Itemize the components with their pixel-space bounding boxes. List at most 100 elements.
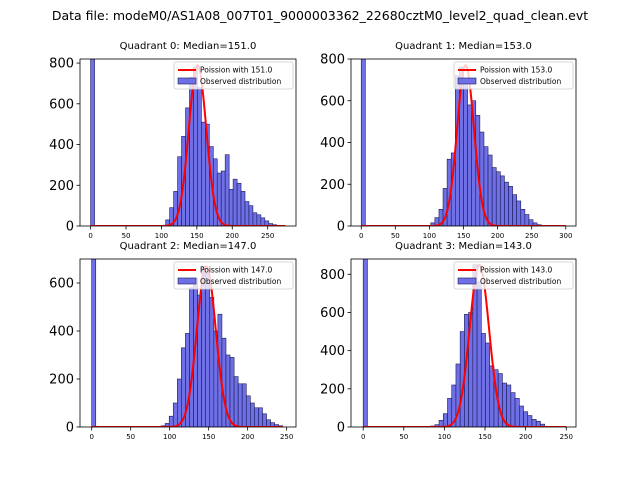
poisson-curve (91, 264, 283, 427)
histogram-bar (506, 384, 512, 427)
x-tick-label: 150 (190, 232, 203, 240)
x-tick-label: 0 (359, 232, 363, 240)
legend-label-observed: Observed distribution (480, 77, 561, 86)
y-tick-label: 200 (49, 373, 74, 388)
y-tick-label: 200 (49, 179, 74, 194)
y-tick-label: 400 (320, 344, 345, 359)
y-tick-label: 0 (337, 421, 345, 436)
histogram-bar (201, 265, 207, 427)
histogram-bar (254, 407, 259, 427)
x-tick-label: 150 (202, 433, 215, 441)
histogram-bar (514, 398, 520, 427)
y-tick-label: 600 (49, 97, 74, 112)
x-tick-label: 0 (361, 433, 365, 441)
histogram-bar (519, 405, 524, 427)
legend: Poission with 147.0 Observed distribution (173, 261, 294, 290)
axes-frame (79, 58, 297, 227)
histogram-bar (205, 273, 211, 427)
panel-quadrant-3: Quadrant 3: Median=143.0 0 200 400 600 800 0 50… (320, 241, 577, 441)
y-tick-label: 600 (49, 277, 74, 292)
histogram-bar (262, 413, 267, 427)
legend-label-poisson: Poission with 143.0 (480, 266, 553, 275)
x-tick-label: 200 (519, 433, 532, 441)
histogram-bar (260, 217, 266, 226)
histogram-bar (177, 378, 182, 427)
histogram-bar (512, 194, 517, 226)
x-tick-label: 250 (261, 232, 274, 240)
histogram-bar (266, 419, 271, 427)
legend-box (453, 261, 574, 290)
histogram-bar (240, 191, 246, 226)
poisson-curve (90, 63, 286, 226)
histogram-bar (491, 167, 497, 226)
histogram-bar (531, 419, 537, 427)
legend-label-poisson: Poission with 151.0 (200, 66, 273, 75)
figure-title: Data file: modeM0/AS1A08_007T01_90000033… (52, 8, 588, 23)
histogram-bar (197, 87, 202, 226)
y-tick-label: 800 (320, 268, 345, 283)
plot-area (91, 259, 284, 427)
axes-frame (350, 258, 577, 428)
legend-label-observed: Observed distribution (200, 277, 281, 286)
histogram-bar (480, 333, 486, 427)
histogram-bar (497, 373, 503, 427)
legend-bar-swatch (177, 77, 197, 85)
histogram-bar (201, 121, 206, 226)
y-tick-label: 400 (320, 136, 345, 151)
histogram-bar (229, 357, 235, 427)
histogram-bar (233, 376, 239, 427)
x-tick-label: 200 (491, 232, 504, 240)
histogram-bar (245, 395, 251, 427)
histogram-bar (508, 186, 513, 226)
x-tick-label: 300 (559, 232, 572, 240)
histogram-bar (516, 200, 522, 226)
histogram-bar (237, 383, 243, 427)
legend-label-poisson: Poission with 153.0 (480, 66, 553, 75)
x-tick-label: 100 (423, 232, 436, 240)
legend-box (173, 261, 294, 290)
panel-quadrant-2: Quadrant 2: Median=147.0 0 200 400 600 0 50 100… (49, 241, 297, 441)
x-tick-label: 50 (391, 232, 400, 240)
histogram-bar (523, 411, 529, 427)
histogram-bar (510, 392, 516, 427)
histogram-bar (524, 214, 530, 226)
x-tick-label: 50 (399, 433, 408, 441)
x-tick-label: 100 (438, 433, 451, 441)
panel-title: Quadrant 1: Median=153.0 (395, 41, 532, 52)
histogram-bar (209, 297, 215, 427)
legend-bar-swatch (457, 277, 477, 285)
y-tick-label: 600 (320, 306, 345, 321)
axes-frame (79, 258, 297, 428)
x-tick-label: 50 (126, 433, 135, 441)
histogram-bar (91, 259, 97, 427)
histogram-bar (236, 182, 242, 226)
panel-title: Quadrant 0: Median=151.0 (120, 41, 257, 52)
y-tick-label: 200 (320, 178, 345, 193)
y-tick-label: 400 (49, 325, 74, 340)
panel-quadrant-1: Quadrant 1: Median=153.0 0 200 400 600 800 0 50… (320, 41, 577, 240)
x-tick-label: 200 (226, 232, 239, 240)
histogram-bar (442, 413, 448, 427)
histogram-bar (485, 342, 491, 427)
histogram-bar (447, 398, 453, 427)
legend: Poission with 153.0 Observed distribution (453, 61, 574, 90)
x-tick-label: 0 (88, 232, 92, 240)
legend: Poission with 143.0 Observed distribution (453, 261, 574, 290)
histogram-bar (250, 402, 255, 427)
x-tick-label: 250 (560, 433, 573, 441)
histogram-bar (189, 287, 194, 427)
x-tick-label: 100 (155, 232, 168, 240)
y-tick-label: 600 (320, 94, 345, 109)
histogram-bar (476, 281, 482, 427)
histogram-bar (360, 59, 366, 226)
histogram-bar (228, 189, 234, 226)
x-tick-label: 150 (478, 433, 491, 441)
y-tick-label: 0 (337, 220, 345, 235)
histogram-bar (252, 212, 258, 226)
histogram-bar (487, 154, 493, 226)
panel-title: Quadrant 3: Median=143.0 (395, 241, 532, 252)
x-tick-label: 100 (163, 433, 176, 441)
panel-quadrant-0: Quadrant 0: Median=151.0 0 200 400 600 800 0 50… (49, 41, 297, 240)
histogram-bar (193, 66, 198, 226)
